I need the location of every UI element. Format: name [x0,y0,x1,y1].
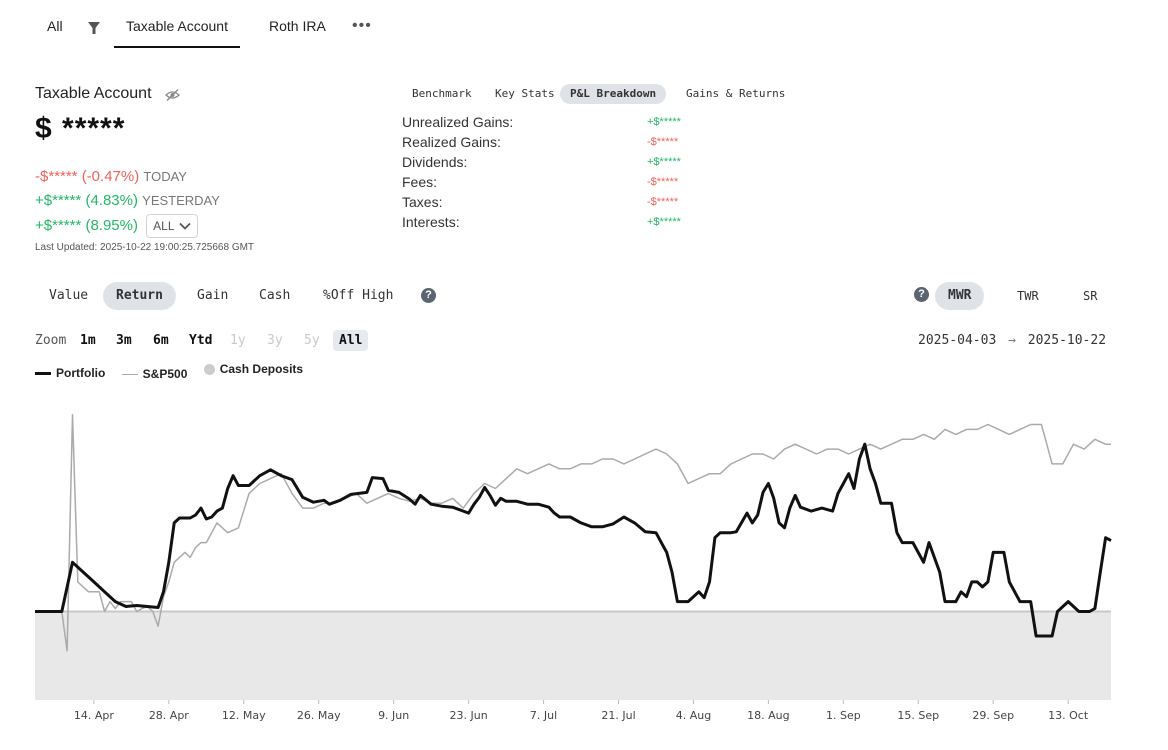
row-value-dividends: +$***** [647,156,681,168]
x-tick-label: 29. Sep [972,709,1014,722]
eye-slash-icon[interactable] [165,88,180,102]
row-label-unrealized: Unrealized Gains: [402,114,514,130]
tab-all[interactable]: All [47,18,63,34]
help-icon[interactable]: ? [421,288,436,303]
legend-portfolio-label: Portfolio [56,366,106,380]
tab-value[interactable]: Value [49,288,89,303]
portfolio-series-line [35,442,1112,638]
cash-deposits-swatch [203,363,215,375]
row-label-dividends: Dividends: [402,154,468,170]
zoom-3y: 3y [267,333,283,348]
more-icon[interactable]: ••• [352,17,372,34]
tab-roth-ira[interactable]: Roth IRA [269,18,326,34]
x-tick-label: 7. Jul [530,709,557,722]
row-label-taxes: Taxes: [402,194,443,210]
cash-deposits-area [35,611,1111,700]
tab-sr[interactable]: SR [1083,289,1098,303]
zoom-1m[interactable]: 1m [80,333,96,348]
tab-taxable-account[interactable]: Taxable Account [114,18,240,48]
tab-off-high[interactable]: %Off High [323,288,394,303]
date-range-end[interactable]: 2025-10-22 [1027,333,1107,348]
change-period: +$***** (8.95%) ALL [35,214,198,238]
date-range: 2025-04-03 → 2025-10-22 [918,333,1106,348]
x-tick-label: 23. Jun [450,709,488,722]
portfolio-swatch [35,371,51,375]
x-tick-label: 15. Sep [897,709,939,722]
x-tick-label: 26. May [297,709,341,722]
row-value-unrealized: +$***** [647,116,681,128]
legend-sp500[interactable]: S&P500 [121,367,188,381]
date-range-arrow: → [1008,333,1016,348]
change-yesterday-label: YESTERDAY [142,193,220,208]
legend-cash-deposits[interactable]: Cash Deposits [203,362,304,376]
x-tick-label: 4. Aug [676,709,711,722]
tab-cash[interactable]: Cash [259,288,291,303]
tab-gains-returns[interactable]: Gains & Returns [686,87,786,100]
zoom-5y: 5y [304,333,320,348]
sp500-swatch [121,373,138,375]
row-value-fees: -$***** [647,176,679,188]
change-yesterday-value: +$***** (4.83%) [35,192,138,209]
last-updated: Last Updated: 2025-10-22 19:00:25.725668… [35,242,255,253]
x-tick-label: 13. Oct [1048,709,1089,722]
return-chart[interactable]: 14. Apr 28. Apr 12. May 26. May 9. Jun 23. Ju… [0,380,1168,732]
zoom-label: Zoom [35,333,67,348]
legend-cash-deposits-label: Cash Deposits [219,362,304,376]
zoom-ytd[interactable]: Ytd [189,333,213,348]
legend-sp500-label: S&P500 [142,367,188,381]
sp500-series-line [35,413,1111,652]
legend-portfolio[interactable]: Portfolio [35,366,105,380]
change-today: -$***** (-0.47%) TODAY [35,168,187,185]
x-tick-label: 9. Jun [378,709,409,722]
tab-key-stats[interactable]: Key Stats [495,87,555,100]
period-select-value: ALL [153,219,175,233]
account-tabs: All Taxable Account Roth IRA ••• [0,0,1168,50]
tab-twr[interactable]: TWR [1017,289,1039,303]
zoom-all[interactable]: All [333,330,369,351]
chart-legend: Portfolio S&P500 Cash Deposits [35,362,316,381]
row-value-taxes: -$***** [647,196,679,208]
row-value-interests: +$***** [647,216,681,228]
change-today-label: TODAY [143,169,187,184]
tab-mwr[interactable]: MWR [935,282,985,310]
tab-gain[interactable]: Gain [197,288,229,303]
row-label-realized: Realized Gains: [402,134,501,150]
row-label-fees: Fees: [402,174,438,190]
tab-benchmark[interactable]: Benchmark [412,87,472,100]
tab-return[interactable]: Return [103,282,176,310]
x-tick-label: 1. Sep [826,709,861,722]
account-balance: $ ***** [35,112,126,145]
row-label-interests: Interests: [402,214,460,230]
x-tick-label: 14. Apr [74,709,114,722]
change-period-value: +$***** (8.95%) [35,216,138,234]
x-tick-label: 12. May [222,709,266,722]
tab-pl-breakdown[interactable]: P&L Breakdown [560,84,667,104]
change-today-value: -$***** (-0.47%) [35,168,140,185]
date-range-start[interactable]: 2025-04-03 [918,333,997,348]
change-yesterday: +$***** (4.83%) YESTERDAY [35,192,220,209]
zoom-6m[interactable]: 6m [153,333,169,348]
chevron-down-icon [178,222,191,230]
row-value-realized: -$***** [647,136,679,148]
period-select[interactable]: ALL [146,214,198,238]
x-tick-label: 28. Apr [149,709,189,722]
x-tick-label: 21. Jul [601,709,635,722]
account-title: Taxable Account [35,85,152,102]
x-tick-label: 18. Aug [747,709,789,722]
zoom-3m[interactable]: 3m [116,333,132,348]
zoom-1y: 1y [230,333,246,348]
help-icon[interactable]: ? [914,287,929,302]
filter-icon[interactable] [87,21,101,35]
